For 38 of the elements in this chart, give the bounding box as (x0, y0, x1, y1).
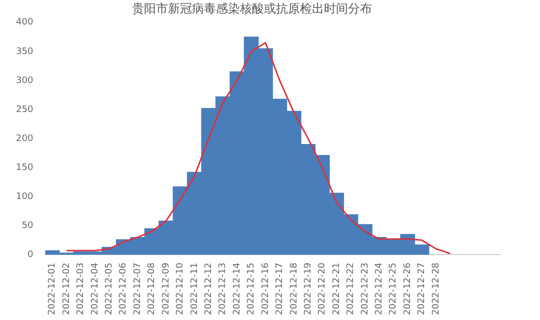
x-tick-label: 2022-12-01 (48, 262, 58, 316)
x-tick-label: 2022-12-05 (104, 262, 114, 316)
x-tick-label: 2022-12-23 (360, 262, 370, 316)
x-tick-label: 2022-12-09 (161, 262, 172, 316)
x-tick-label: 2022-12-27 (417, 262, 428, 316)
x-tick-label: 2022-12-24 (374, 262, 385, 316)
x-tick-label: 2022-12-08 (147, 262, 158, 316)
y-tick-label: 150 (16, 162, 34, 173)
y-tick-label: 50 (22, 221, 34, 232)
x-tick-label: 2022-12-12 (204, 262, 214, 316)
x-tick-label: 2022-12-22 (346, 262, 356, 316)
x-tick-label: 2022-12-18 (289, 262, 300, 316)
x-tick-label: 2022-12-07 (132, 262, 143, 316)
y-tick-label: 100 (16, 192, 34, 202)
x-tick-label: 2022-12-21 (332, 262, 342, 316)
x-tick-label: 2022-12-15 (246, 262, 257, 316)
x-tick-label: 2022-12-10 (176, 262, 186, 316)
x-tick-label: 2022-12-17 (275, 262, 286, 316)
y-tick-label: 250 (16, 104, 34, 115)
y-tick-label: 200 (16, 134, 34, 144)
x-tick-label: 2022-12-03 (76, 262, 86, 316)
x-tick-label: 2022-12-13 (218, 262, 228, 316)
x-tick-label: 2022-12-19 (303, 262, 314, 316)
chart-title: 贵阳市新冠病毒感染核酸或抗原检出时间分布 (132, 1, 372, 16)
x-tick-label: 2022-12-25 (388, 262, 399, 316)
y-tick-label: 0 (27, 250, 34, 260)
y-tick-label: 300 (16, 76, 34, 86)
y-tick-label: 350 (16, 46, 34, 57)
x-tick-label: 2022-12-11 (190, 262, 200, 316)
x-tick-label: 2022-12-16 (260, 262, 271, 316)
y-tick-label: 400 (16, 18, 34, 28)
x-tick-label: 2022-12-28 (431, 262, 442, 316)
x-tick-label: 2022-12-06 (118, 262, 129, 316)
x-tick-label: 2022-12-04 (90, 262, 100, 316)
x-tick-label: 2022-12-14 (232, 262, 242, 316)
x-tick-label: 2022-12-20 (318, 262, 328, 316)
x-tick-label: 2022-12-02 (62, 262, 72, 316)
x-tick-label: 2022-12-26 (402, 262, 413, 316)
